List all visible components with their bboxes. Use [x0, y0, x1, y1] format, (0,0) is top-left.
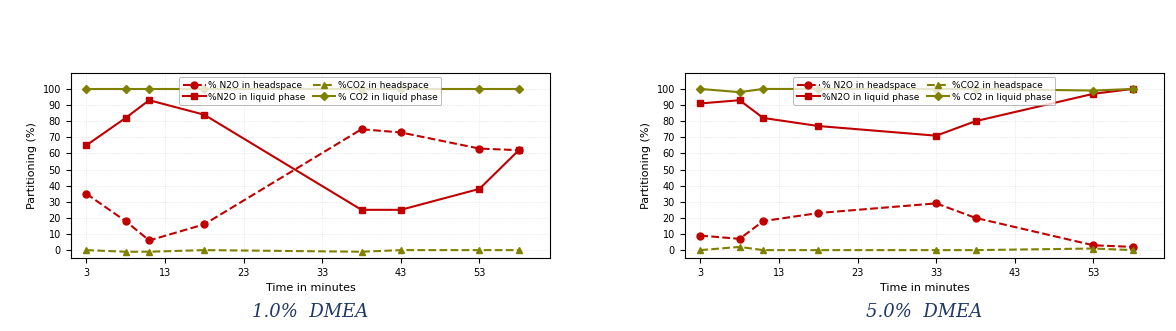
%N2O in liquid phase — [473, 187, 487, 191]
% CO2 in liquid phase — [929, 87, 943, 91]
% CO2 in liquid phase — [969, 87, 983, 91]
% N2O in headspace — [929, 201, 943, 205]
% CO2 in liquid phase — [354, 87, 368, 91]
% N2O in headspace — [969, 216, 983, 220]
%N2O in liquid phase — [79, 143, 93, 147]
%N2O in liquid phase — [693, 102, 707, 106]
Y-axis label: Partitioning (%): Partitioning (%) — [27, 122, 36, 209]
% N2O in headspace — [119, 219, 133, 223]
% CO2 in liquid phase — [756, 87, 770, 91]
Line: % N2O in headspace: % N2O in headspace — [697, 200, 1136, 250]
Line: %CO2 in headspace: %CO2 in headspace — [82, 247, 522, 255]
% N2O in headspace — [198, 222, 212, 226]
%N2O in liquid phase — [142, 98, 156, 102]
% N2O in headspace — [79, 192, 93, 196]
% N2O in headspace — [142, 238, 156, 242]
%CO2 in headspace — [354, 250, 368, 254]
%N2O in liquid phase — [1087, 92, 1101, 96]
%N2O in liquid phase — [354, 208, 368, 212]
% CO2 in liquid phase — [394, 87, 408, 91]
% N2O in headspace — [394, 130, 408, 134]
% CO2 in liquid phase — [1087, 89, 1101, 93]
Line: % CO2 in liquid phase: % CO2 in liquid phase — [697, 86, 1136, 95]
% CO2 in liquid phase — [79, 87, 93, 91]
X-axis label: Time in minutes: Time in minutes — [266, 283, 355, 294]
%CO2 in headspace — [1125, 248, 1140, 252]
% N2O in headspace — [693, 234, 707, 238]
%N2O in liquid phase — [1125, 87, 1140, 91]
%N2O in liquid phase — [756, 116, 770, 120]
% CO2 in liquid phase — [733, 90, 747, 94]
%N2O in liquid phase — [198, 113, 212, 117]
Text: 5.0%  DMEA: 5.0% DMEA — [867, 303, 982, 321]
% CO2 in liquid phase — [512, 87, 526, 91]
%CO2 in headspace — [512, 248, 526, 252]
%CO2 in headspace — [733, 245, 747, 249]
Legend: % N2O in headspace, %N2O in liquid phase, %CO2 in headspace, % CO2 in liquid pha: % N2O in headspace, %N2O in liquid phase… — [794, 77, 1056, 105]
Line: %N2O in liquid phase: %N2O in liquid phase — [697, 85, 1136, 139]
%N2O in liquid phase — [119, 116, 133, 120]
Line: % CO2 in liquid phase: % CO2 in liquid phase — [83, 86, 522, 92]
%CO2 in headspace — [969, 248, 983, 252]
% N2O in headspace — [1087, 243, 1101, 247]
%N2O in liquid phase — [969, 119, 983, 123]
%N2O in liquid phase — [512, 148, 526, 152]
%CO2 in headspace — [473, 248, 487, 252]
%CO2 in headspace — [79, 248, 93, 252]
% CO2 in liquid phase — [198, 87, 212, 91]
% CO2 in liquid phase — [693, 87, 707, 91]
%N2O in liquid phase — [811, 124, 826, 128]
% N2O in headspace — [354, 127, 368, 131]
% N2O in headspace — [512, 148, 526, 152]
%CO2 in headspace — [198, 248, 212, 252]
% CO2 in liquid phase — [811, 87, 826, 91]
%N2O in liquid phase — [733, 98, 747, 102]
Text: 1.0%  DMEA: 1.0% DMEA — [253, 303, 368, 321]
% N2O in headspace — [1125, 245, 1140, 249]
%CO2 in headspace — [811, 248, 826, 252]
%CO2 in headspace — [394, 248, 408, 252]
% CO2 in liquid phase — [119, 87, 133, 91]
% N2O in headspace — [473, 147, 487, 151]
%CO2 in headspace — [756, 248, 770, 252]
Legend: % N2O in headspace, %N2O in liquid phase, %CO2 in headspace, % CO2 in liquid pha: % N2O in headspace, %N2O in liquid phase… — [179, 77, 441, 105]
%CO2 in headspace — [693, 248, 707, 252]
Line: %CO2 in headspace: %CO2 in headspace — [697, 243, 1136, 254]
%N2O in liquid phase — [394, 208, 408, 212]
% N2O in headspace — [756, 219, 770, 223]
%N2O in liquid phase — [929, 134, 943, 138]
Line: %N2O in liquid phase: %N2O in liquid phase — [82, 97, 522, 213]
Line: % N2O in headspace: % N2O in headspace — [82, 126, 522, 244]
%CO2 in headspace — [142, 250, 156, 254]
Y-axis label: Partitioning (%): Partitioning (%) — [641, 122, 650, 209]
%CO2 in headspace — [119, 250, 133, 254]
% N2O in headspace — [733, 237, 747, 241]
X-axis label: Time in minutes: Time in minutes — [880, 283, 969, 294]
% N2O in headspace — [811, 211, 826, 215]
% CO2 in liquid phase — [142, 87, 156, 91]
%CO2 in headspace — [1087, 247, 1101, 251]
% CO2 in liquid phase — [1125, 87, 1140, 91]
%CO2 in headspace — [929, 248, 943, 252]
% CO2 in liquid phase — [473, 87, 487, 91]
